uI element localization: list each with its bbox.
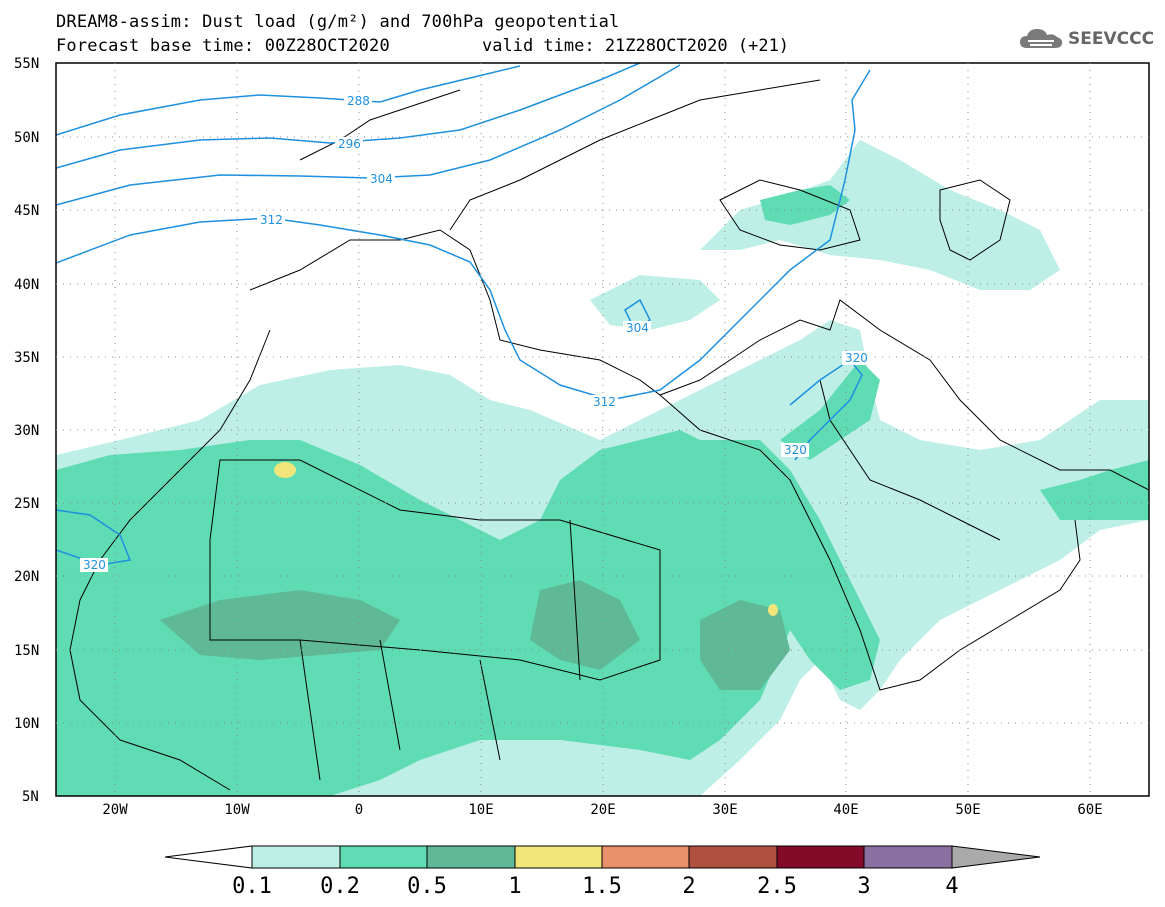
lon-label: 10W bbox=[224, 802, 250, 818]
lon-label: 10E bbox=[468, 802, 493, 818]
colorbar-label: 0.1 bbox=[232, 874, 272, 899]
lat-label: 30N bbox=[14, 423, 39, 439]
dust-max-spot-east bbox=[768, 604, 778, 616]
contour-label: 320 bbox=[845, 351, 868, 365]
dust-area-aegean-light bbox=[590, 275, 720, 330]
lat-label: 45N bbox=[14, 203, 39, 219]
dust-area-east bbox=[1040, 460, 1149, 520]
logo-text: SEEVCCC bbox=[1068, 29, 1155, 49]
dust-area-north-light bbox=[700, 140, 1060, 290]
lon-label: 50E bbox=[955, 802, 980, 818]
colorbar-labels: 0.1 0.2 0.5 1 1.5 2 2.5 3 4 bbox=[232, 874, 959, 899]
colorbar-label: 2.5 bbox=[757, 874, 797, 899]
colorbar-label: 0.2 bbox=[320, 874, 360, 899]
colorbar-over-arrow bbox=[951, 845, 1041, 869]
contour-label: 288 bbox=[347, 94, 370, 108]
lat-label: 50N bbox=[14, 130, 39, 146]
dust-area-red-sea bbox=[780, 360, 880, 460]
colorbar-label: 1 bbox=[508, 874, 521, 899]
contour-labels: 288 296 304 312 304 312 320 320 320 bbox=[80, 94, 870, 572]
dust-area-medium bbox=[56, 430, 880, 796]
lon-label: 60E bbox=[1077, 802, 1102, 818]
seevccc-logo: SEEVCCC bbox=[1018, 26, 1154, 52]
longitude-labels: 20W 10W 0 10E 20E 30E 40E 50E 60E bbox=[102, 802, 1102, 818]
colorbar-segment bbox=[863, 845, 953, 869]
contour-label: 304 bbox=[626, 321, 649, 335]
colorbar-label: 4 bbox=[945, 874, 958, 899]
colorbar-label: 3 bbox=[857, 874, 870, 899]
contour-label: 312 bbox=[260, 213, 283, 227]
dust-area-black-sea bbox=[760, 185, 850, 225]
dust-area-high-3 bbox=[700, 600, 790, 690]
map-title: DREAM8-assim: Dust load (g/m²) and 700hP… bbox=[56, 12, 620, 32]
dust-max-spot-west bbox=[274, 462, 296, 478]
graticule bbox=[56, 63, 1149, 796]
lon-label: 30E bbox=[712, 802, 737, 818]
colorbar-under-arrow bbox=[164, 845, 253, 869]
colorbar-segment bbox=[776, 845, 865, 869]
lat-label: 35N bbox=[14, 350, 39, 366]
lon-label: 40E bbox=[833, 802, 858, 818]
colorbar-label: 0.5 bbox=[407, 874, 447, 899]
colorbar-segment bbox=[514, 845, 603, 869]
lat-label: 10N bbox=[14, 716, 39, 732]
latitude-labels: 55N 50N 45N 40N 35N 30N 25N 20N 15N 10N … bbox=[14, 56, 39, 805]
colorbar-segment bbox=[251, 845, 341, 869]
lon-label: 20E bbox=[590, 802, 615, 818]
dust-fields bbox=[56, 63, 1149, 796]
dust-area-high-2 bbox=[530, 580, 640, 670]
contour-label: 304 bbox=[370, 172, 393, 186]
valid-time: valid time: 21Z28OCT2020 (+21) bbox=[482, 36, 790, 56]
forecast-base-time: Forecast base time: 00Z28OCT2020 bbox=[56, 36, 390, 56]
colorbar-segment bbox=[601, 845, 690, 869]
colorbar-segment bbox=[688, 845, 778, 869]
lat-label: 5N bbox=[22, 789, 39, 805]
lat-label: 25N bbox=[14, 496, 39, 512]
contour-label: 320 bbox=[784, 443, 807, 457]
lon-label: 0 bbox=[355, 802, 363, 818]
colorbar-segment bbox=[426, 845, 516, 869]
coastlines bbox=[69, 79, 1149, 791]
lon-label: 20W bbox=[102, 802, 128, 818]
contour-label: 312 bbox=[593, 395, 616, 409]
colorbar-label: 2 bbox=[682, 874, 695, 899]
contour-label: 320 bbox=[83, 558, 106, 572]
dust-area-high bbox=[160, 590, 400, 660]
cloud-icon bbox=[1020, 29, 1063, 48]
contour-label: 296 bbox=[338, 137, 361, 151]
colorbar bbox=[164, 845, 1041, 869]
lat-label: 55N bbox=[14, 56, 39, 72]
lat-label: 15N bbox=[14, 643, 39, 659]
colorbar-label: 1.5 bbox=[582, 874, 622, 899]
geopotential-contours bbox=[56, 63, 871, 566]
colorbar-segment bbox=[339, 845, 428, 869]
lat-label: 40N bbox=[14, 277, 39, 293]
lat-label: 20N bbox=[14, 569, 39, 585]
